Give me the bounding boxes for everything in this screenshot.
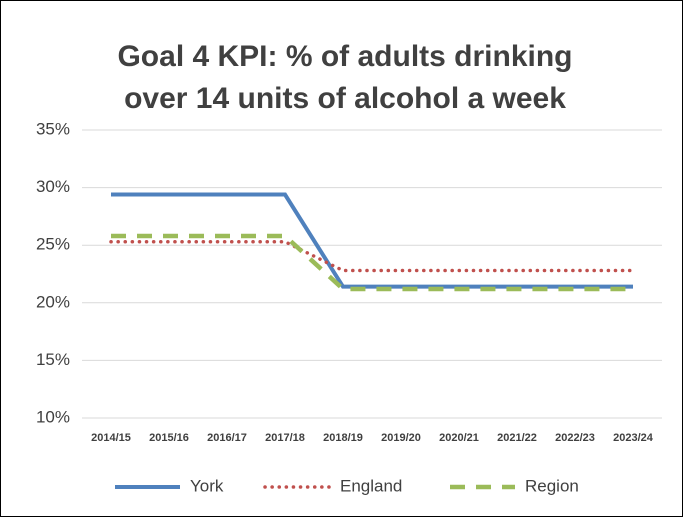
chart-title: over 14 units of alcohol a week (124, 82, 566, 115)
legend-label: York (190, 476, 224, 495)
series-line (111, 233, 633, 292)
x-tick-label: 2017/18 (265, 432, 305, 444)
series-line (109, 239, 635, 273)
y-tick-label: 20% (36, 292, 70, 311)
x-tick-label: 2022/23 (555, 432, 595, 444)
y-tick-label: 10% (36, 407, 70, 426)
x-tick-label: 2020/21 (439, 432, 479, 444)
y-tick-label: 30% (36, 177, 70, 196)
x-tick-label: 2018/19 (323, 432, 363, 444)
x-tick-label: 2015/16 (149, 432, 189, 444)
x-tick-label: 2021/22 (497, 432, 537, 444)
y-tick-label: 15% (36, 350, 70, 369)
x-tick-label: 2019/20 (381, 432, 421, 444)
x-tick-label: 2016/17 (207, 432, 247, 444)
y-tick-label: 25% (36, 235, 70, 254)
x-tick-label: 2014/15 (91, 432, 131, 444)
series-line (111, 192, 633, 289)
chart-title: Goal 4 KPI: % of adults drinking (117, 40, 572, 73)
y-tick-label: 35% (36, 119, 70, 138)
x-tick-label: 2023/24 (613, 432, 654, 444)
legend-label: Region (525, 476, 579, 495)
legend-label: England (340, 476, 402, 495)
